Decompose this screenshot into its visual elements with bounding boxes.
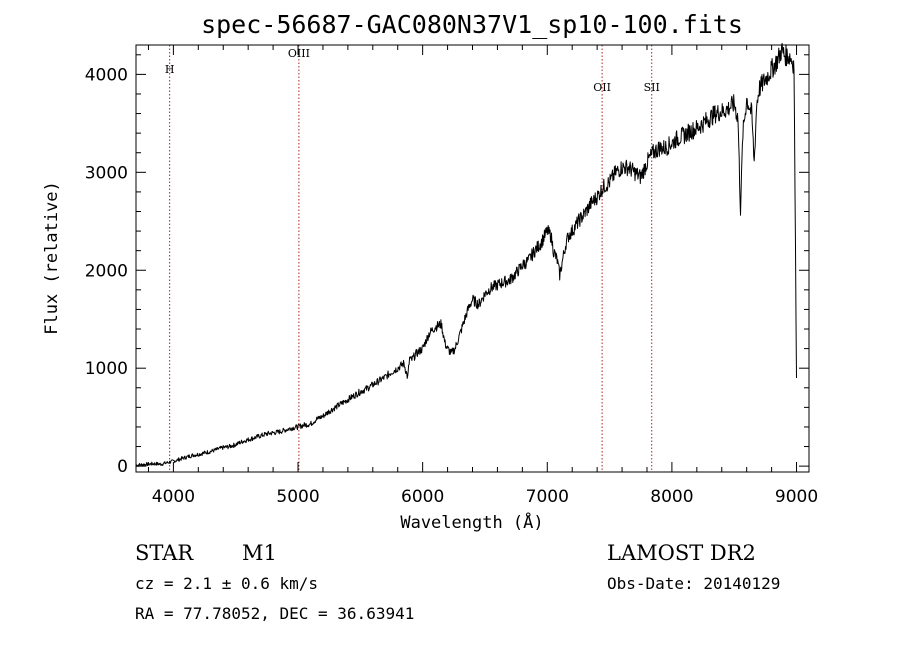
- emission-line-label-h: H: [165, 63, 175, 76]
- emission-line-label-sii: SII: [644, 81, 660, 94]
- spectrum-series: [135, 42, 797, 467]
- x-tick-label: 4000: [152, 487, 195, 507]
- y-axis-label: Flux (relative): [42, 181, 62, 335]
- y-tick-label: 4000: [85, 65, 128, 85]
- coordinates: RA = 77.78052, DEC = 36.63941: [135, 604, 414, 623]
- emission-line-label-oiii: OIII: [288, 47, 310, 60]
- y-tick-label: 1000: [85, 359, 128, 379]
- object-subclass: M1: [242, 541, 277, 565]
- plot-frame: [135, 44, 810, 473]
- x-axis-ticks: 4000 5000 6000 7000 8000 9000: [147, 45, 818, 507]
- object-class: STAR: [135, 541, 194, 565]
- x-axis-label: Wavelength (Å): [400, 511, 543, 533]
- chart-title: spec-56687-GAC080N37V1_sp10-100.fits: [201, 10, 743, 39]
- x-tick-label: 8000: [650, 487, 693, 507]
- x-tick-label: 5000: [276, 487, 319, 507]
- emission-line-markers: H OIII OII SII: [165, 45, 660, 472]
- x-tick-label: 7000: [526, 487, 569, 507]
- y-tick-label: 3000: [85, 163, 128, 183]
- observation-date: Obs-Date: 20140129: [607, 574, 780, 593]
- spectrum-line: [135, 42, 797, 467]
- emission-line-label-oii: OII: [593, 81, 611, 94]
- y-tick-label: 0: [117, 457, 128, 477]
- y-tick-label: 2000: [85, 261, 128, 281]
- redshift-velocity: cz = 2.1 ± 0.6 km/s: [135, 574, 318, 593]
- x-tick-label: 6000: [401, 487, 444, 507]
- survey-name: LAMOST DR2: [607, 541, 756, 565]
- x-tick-label: 9000: [775, 487, 818, 507]
- y-axis-ticks: 0 1000 2000 3000 4000: [85, 54, 809, 477]
